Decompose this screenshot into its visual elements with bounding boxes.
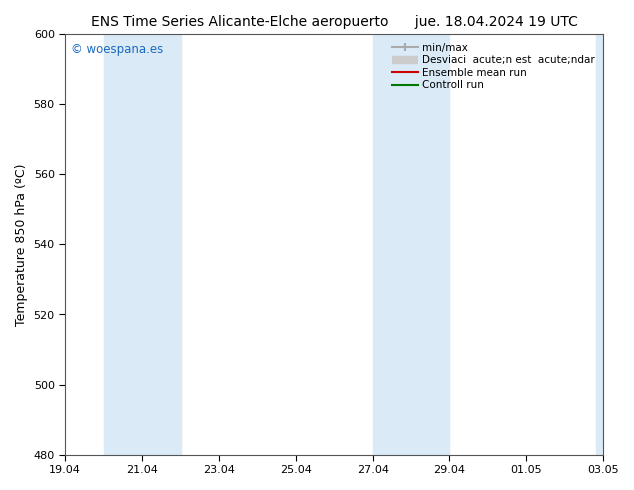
Bar — [373, 34, 450, 455]
Bar — [103, 34, 181, 455]
Bar — [595, 34, 603, 455]
Legend: min/max, Desviaci  acute;n est  acute;ndar, Ensemble mean run, Controll run: min/max, Desviaci acute;n est acute;ndar… — [389, 40, 598, 94]
Y-axis label: Temperature 850 hPa (ºC): Temperature 850 hPa (ºC) — [15, 163, 28, 326]
Text: © woespana.es: © woespana.es — [70, 43, 163, 56]
Title: ENS Time Series Alicante-Elche aeropuerto      jue. 18.04.2024 19 UTC: ENS Time Series Alicante-Elche aeropuert… — [91, 15, 578, 29]
